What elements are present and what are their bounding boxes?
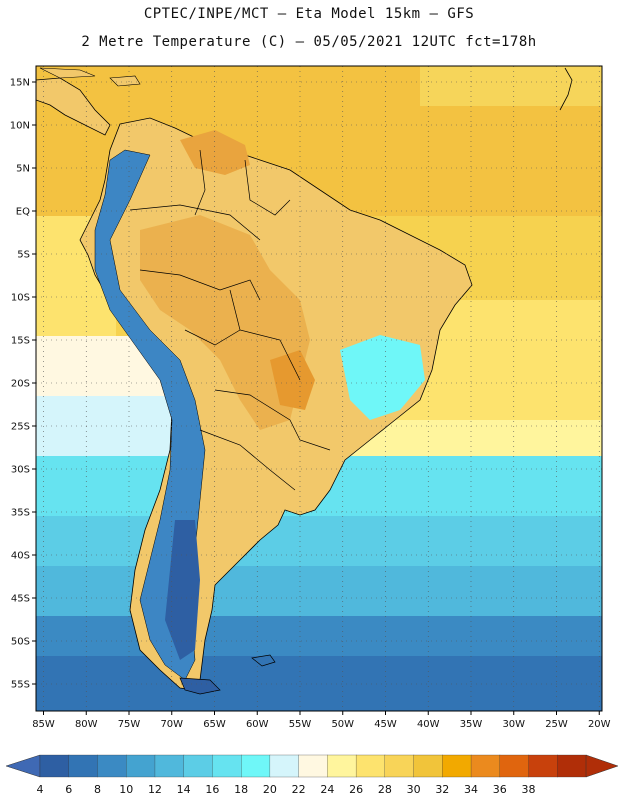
lon-label: 40W: [417, 719, 440, 730]
colorbar-swatch: [355, 754, 386, 778]
lat-label: 20S: [11, 379, 30, 390]
colorbar-label: 26: [349, 783, 363, 796]
colorbar-swatch: [442, 754, 472, 778]
lon-label: 30W: [502, 719, 525, 730]
colorbar-swatch: [154, 754, 185, 778]
ocean-band-13c: [36, 516, 602, 566]
chart-title: CPTEC/INPE/MCT – Eta Model 15km – GFS: [143, 6, 475, 22]
lat-label: 15N: [10, 78, 30, 89]
colorbar-label: 14: [177, 783, 191, 796]
colorbar-swatch: [327, 754, 357, 778]
lat-label: 5N: [16, 164, 30, 175]
latitude-labels: 15N 10N 5N EQ 5S 10S 15S 20S 25S 30S 35S 40S 45S 50S 5…: [10, 78, 30, 691]
lon-label: 20W: [588, 719, 611, 730]
colorbar-label: 36: [493, 783, 507, 796]
colorbar-swatch: [68, 754, 99, 778]
colorbar-label: 16: [205, 783, 219, 796]
lon-label: 45W: [374, 719, 397, 730]
ocean-band-9c: [36, 616, 602, 656]
colorbar-swatch: [470, 754, 501, 778]
graticule: [32, 66, 602, 715]
falkland-islands: [251, 654, 276, 667]
amazon-highlands-warm-zone: [140, 215, 310, 430]
lat-label: 40S: [11, 551, 30, 562]
ocean-band-6c: [36, 656, 602, 711]
ocean-band-11c: [36, 566, 602, 616]
colorbar-label: 4: [37, 783, 44, 796]
lat-label: 25S: [11, 422, 30, 433]
longitude-labels: 85W 80W 75W 70W 65W 60W 55W 50W 45W 40W 35W 30W 25W 2…: [32, 719, 610, 730]
colorbar: 4 6 8 10 12 14 16 18 20 22 24 26 28 30 32 34 36 38: [5, 754, 618, 796]
lat-label: EQ: [16, 207, 30, 218]
lon-label: 80W: [75, 719, 98, 730]
lon-label: 25W: [545, 719, 568, 730]
lat-label: 30S: [11, 465, 30, 476]
venezuela-warm-zone: [180, 130, 250, 175]
lon-label: 85W: [32, 719, 55, 730]
lon-label: 60W: [246, 719, 269, 730]
plot-border: [35, 65, 603, 712]
lat-label: 50S: [11, 637, 30, 648]
colorbar-swatch: [183, 754, 213, 778]
colorbar-label: 12: [148, 783, 162, 796]
tierra-del-fuego: [179, 677, 221, 695]
country-borders: [129, 149, 331, 491]
colorbar-label: 24: [320, 783, 334, 796]
colorbar-label: 38: [522, 783, 536, 796]
lon-label: 50W: [331, 719, 354, 730]
southeast-brazil-cool-zone: [340, 335, 425, 420]
lat-label: 45S: [11, 594, 30, 605]
lon-label: 35W: [460, 719, 483, 730]
colorbar-swatch: [499, 754, 530, 778]
colorbar-label: 22: [292, 783, 306, 796]
ocean-band-north-atlantic: [420, 66, 602, 106]
colorbar-label: 6: [65, 783, 72, 796]
lat-label: 5S: [17, 250, 30, 261]
caribbean-island-hispaniola: [109, 75, 141, 87]
lon-label: 75W: [118, 719, 141, 730]
colorbar-swatch: [298, 754, 328, 778]
colorbar-label: 20: [263, 783, 277, 796]
colorbar-label: 8: [94, 783, 101, 796]
colorbar-swatch: [384, 754, 415, 778]
colorbar-swatch: [39, 754, 70, 778]
lat-label: 35S: [11, 508, 30, 519]
colorbar-label: 34: [464, 783, 478, 796]
colorbar-label: 10: [119, 783, 133, 796]
lon-label: 70W: [160, 719, 183, 730]
colorbar-over-arrow: [585, 754, 618, 778]
colorbar-swatch: [241, 754, 271, 778]
colorbar-label: 32: [435, 783, 449, 796]
lesser-antilles: [559, 67, 573, 111]
colorbar-swatch: [557, 754, 587, 778]
colorbar-label: 18: [234, 783, 248, 796]
colorbar-swatch: [212, 754, 242, 778]
lon-label: 65W: [203, 719, 226, 730]
colorbar-swatch: [97, 754, 127, 778]
lon-label: 55W: [289, 719, 312, 730]
colorbar-swatch: [126, 754, 156, 778]
lat-label: 10N: [10, 121, 30, 132]
lat-label: 10S: [11, 293, 30, 304]
colorbar-swatch: [269, 754, 300, 778]
colorbar-label: 30: [407, 783, 421, 796]
central-america-landmass: [36, 77, 111, 136]
lat-label: 15S: [11, 336, 30, 347]
colorbar-swatch: [413, 754, 443, 778]
central-brazil-warm-zone: [270, 350, 315, 410]
colorbar-under-arrow: [5, 754, 41, 778]
colorbar-swatch: [528, 754, 558, 778]
colorbar-label: 28: [378, 783, 392, 796]
lat-label: 55S: [11, 680, 30, 691]
chart-subtitle: 2 Metre Temperature (C) – 05/05/2021 12U…: [81, 34, 537, 50]
caribbean-island-cuba: [39, 67, 96, 79]
